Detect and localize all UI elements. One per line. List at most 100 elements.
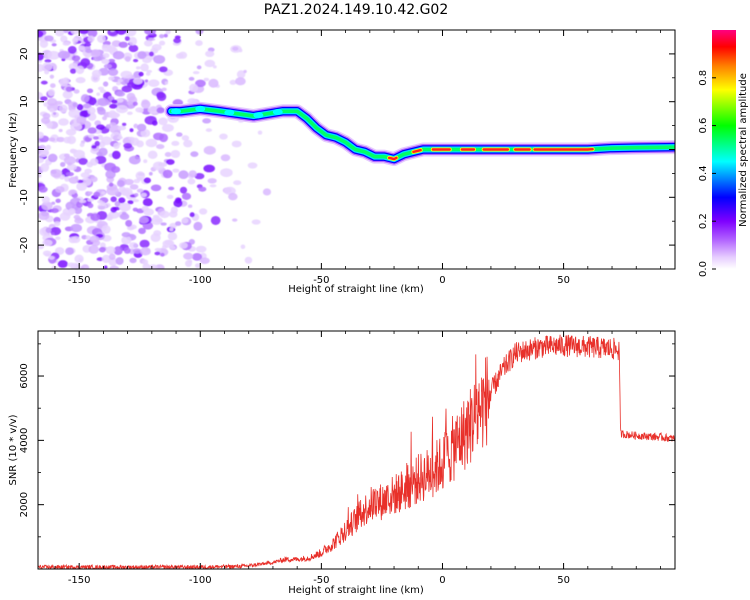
noise-blob	[39, 39, 49, 48]
noise-blob	[124, 36, 130, 42]
noise-blob	[116, 81, 122, 86]
noise-blob	[89, 235, 100, 243]
noise-blob	[109, 122, 117, 127]
noise-blob	[133, 178, 141, 184]
noise-blob	[132, 199, 139, 203]
noise-blob	[145, 138, 158, 148]
noise-blob	[72, 102, 78, 108]
noise-blob	[78, 199, 87, 204]
noise-blob	[126, 111, 133, 116]
noise-blob	[97, 203, 108, 210]
noise-blob	[204, 59, 216, 68]
noise-blob	[55, 198, 61, 203]
noise-blob	[106, 44, 116, 53]
noise-blob	[88, 245, 99, 254]
noise-blob	[166, 194, 174, 200]
noise-blob	[78, 157, 88, 165]
noise-blob	[97, 86, 105, 91]
noise-blob	[51, 43, 57, 47]
noise-blob	[195, 263, 201, 268]
noise-blob	[151, 43, 162, 51]
noise-blob	[136, 188, 144, 193]
noise-blob	[96, 34, 106, 43]
noise-blob	[74, 254, 84, 263]
snr-x-tick-label: -50	[313, 575, 329, 586]
colorbar-tick-label: 0.6	[698, 118, 709, 134]
noise-blob	[162, 169, 173, 179]
noise-blob	[171, 140, 180, 146]
noise-blob	[247, 162, 258, 169]
noise-blob	[181, 217, 189, 224]
noise-blob	[62, 30, 69, 34]
ridge-knot	[171, 108, 182, 115]
noise-blob	[199, 257, 210, 264]
noise-blob	[251, 219, 261, 225]
noise-blob	[135, 107, 144, 113]
noise-blob	[232, 218, 238, 222]
noise-blob	[56, 136, 65, 143]
noise-blob	[148, 37, 156, 42]
colorbar-label: Normalized spectral amplitude	[738, 73, 749, 227]
noise-blob	[98, 246, 106, 253]
noise-blob	[120, 70, 133, 79]
noise-blob	[62, 90, 73, 99]
noise-blob	[132, 248, 142, 254]
noise-blob	[115, 257, 124, 265]
noise-blob	[45, 227, 52, 234]
noise-blob	[220, 154, 231, 162]
noise-blob	[76, 104, 84, 111]
noise-blob	[87, 30, 98, 38]
noise-blob	[164, 81, 169, 85]
noise-blob	[148, 79, 160, 87]
spectrogram-x-tick-label: -50	[313, 275, 329, 286]
noise-blob	[169, 227, 174, 232]
noise-blob	[96, 151, 103, 157]
noise-blob	[87, 198, 95, 202]
noise-blob	[138, 216, 149, 224]
noise-blob	[117, 78, 123, 83]
noise-blob	[78, 45, 86, 51]
noise-blob	[208, 78, 219, 88]
noise-blob	[160, 252, 165, 257]
noise-blob	[80, 58, 91, 67]
noise-blob	[40, 80, 48, 85]
noise-blob	[51, 265, 58, 269]
noise-blob	[178, 51, 188, 59]
noise-blob	[90, 176, 98, 183]
noise-blob	[121, 187, 133, 197]
noise-blob	[109, 111, 120, 119]
noise-blob	[73, 206, 83, 215]
noise-blob	[148, 171, 153, 176]
noise-blob	[189, 83, 199, 93]
noise-blob	[38, 157, 44, 164]
noise-blob	[135, 171, 146, 180]
noise-blob	[170, 206, 178, 214]
noise-blob	[195, 40, 203, 47]
noise-blob	[240, 244, 246, 250]
noise-blob	[70, 223, 83, 233]
noise-blob	[172, 168, 180, 173]
noise-blob	[62, 41, 71, 46]
noise-blob	[80, 94, 90, 103]
noise-blob	[134, 193, 139, 197]
noise-blob	[108, 253, 116, 261]
spectrogram-y-tick-label: -10	[19, 189, 30, 205]
noise-blob	[68, 208, 76, 215]
noise-blob	[187, 204, 193, 208]
noise-blob	[132, 207, 139, 212]
noise-blob	[176, 132, 183, 137]
noise-blob	[93, 191, 101, 198]
noise-blob	[113, 142, 120, 150]
noise-blob	[69, 68, 77, 74]
noise-blob	[203, 145, 216, 155]
noise-blob	[228, 192, 238, 201]
snr-x-tick-label: 50	[557, 575, 570, 586]
noise-blob	[158, 66, 168, 73]
noise-blob	[153, 54, 166, 64]
noise-blob	[231, 140, 242, 148]
noise-blob	[192, 252, 203, 261]
noise-blob	[125, 219, 133, 227]
noise-blob	[232, 46, 239, 51]
snr-frame	[37, 330, 676, 570]
